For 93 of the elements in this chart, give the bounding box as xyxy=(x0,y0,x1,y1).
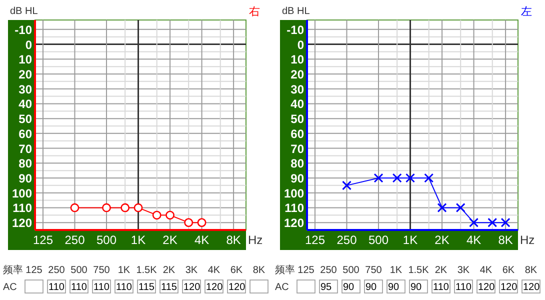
text: AC xyxy=(275,282,289,293)
y-tick-label: 90 xyxy=(18,172,32,186)
text: 6K xyxy=(230,265,243,276)
y-tick-label: 30 xyxy=(290,82,304,96)
x-tick-label: 4K xyxy=(466,233,482,247)
text: 1K xyxy=(390,265,402,276)
x-tick-label: 1K xyxy=(402,233,418,247)
x-tick-label: 2K xyxy=(162,233,178,247)
x-tick-label: 125 xyxy=(304,233,326,247)
text: 3K xyxy=(457,265,470,276)
text: 频率 xyxy=(275,264,295,276)
y-tick-label: 40 xyxy=(18,97,32,112)
y-tick-label: 80 xyxy=(290,156,304,171)
text: 120 xyxy=(478,282,496,293)
y-tick-label: 20 xyxy=(290,68,304,82)
y-tick-label: 110 xyxy=(284,201,304,216)
text: 2K xyxy=(162,265,176,276)
x-tick-label: 1K xyxy=(130,233,146,247)
x-tick-label: 2K xyxy=(434,233,450,247)
x-tick-label: 500 xyxy=(368,233,389,247)
text: 750 xyxy=(93,265,110,276)
y-tick-label: 10 xyxy=(18,52,32,67)
text: 1.5K xyxy=(408,265,430,276)
text: 90 xyxy=(410,282,422,293)
text: 500 xyxy=(342,265,360,276)
y-tick-label: 50 xyxy=(290,112,304,126)
text: 120 xyxy=(523,282,540,293)
text: 120 xyxy=(500,282,518,293)
y-axis-title: dB HL xyxy=(10,6,38,17)
y-tick-label: 30 xyxy=(18,82,32,96)
text: 125 xyxy=(298,265,315,276)
text: 90 xyxy=(366,282,378,293)
y-tick-label: 50 xyxy=(18,112,32,126)
x-axis-title: Hz xyxy=(520,233,535,247)
x-tick-label: 500 xyxy=(96,233,117,247)
y-tick-label: -10 xyxy=(286,22,304,37)
y-tick-label: 120 xyxy=(284,216,304,230)
y-tick-label: 10 xyxy=(290,52,304,67)
y-tick-label: 110 xyxy=(12,201,32,216)
y-tick-label: 70 xyxy=(290,142,304,156)
chart-title: 右 xyxy=(249,6,260,18)
text: 110 xyxy=(116,282,132,293)
y-tick-label: 100 xyxy=(284,186,304,200)
text: 1K xyxy=(118,265,130,276)
x-tick-label: 8K xyxy=(226,233,241,247)
text: 2K xyxy=(434,265,448,276)
text: 125 xyxy=(26,265,43,276)
y-tick-label: 100 xyxy=(12,186,32,200)
x-tick-label: 125 xyxy=(32,233,54,247)
text: 8K xyxy=(252,265,266,276)
text: 250 xyxy=(320,265,338,276)
text: 95 xyxy=(320,282,332,293)
text: 1.5K xyxy=(136,265,158,276)
x-tick-label: 4K xyxy=(194,233,210,247)
text: 250 xyxy=(48,265,66,276)
y-tick-label: 0 xyxy=(25,38,32,52)
text: 110 xyxy=(71,282,88,293)
y-tick-label: 60 xyxy=(290,126,304,141)
y-tick-label: 20 xyxy=(18,68,32,82)
text: 500 xyxy=(70,265,88,276)
y-axis-title: dB HL xyxy=(282,6,310,17)
y-tick-label: 80 xyxy=(18,156,32,171)
text: 750 xyxy=(365,265,382,276)
text: 110 xyxy=(456,282,472,293)
y-tick-label: 120 xyxy=(12,216,32,230)
x-axis-title: Hz xyxy=(248,233,263,247)
text: 6K xyxy=(502,265,515,276)
text: 115 xyxy=(161,282,178,293)
text: 90 xyxy=(388,282,400,293)
text: 120 xyxy=(228,282,246,293)
text: 8K xyxy=(524,265,538,276)
text: 115 xyxy=(138,282,155,293)
text: 110 xyxy=(94,282,110,293)
text: 110 xyxy=(433,282,450,293)
text: 3K xyxy=(185,265,198,276)
text: 4K xyxy=(208,265,220,276)
text: 90 xyxy=(343,282,355,293)
y-tick-label: 70 xyxy=(18,142,32,156)
text: 120 xyxy=(184,282,201,293)
text: 110 xyxy=(48,282,65,293)
y-tick-label: 40 xyxy=(290,97,304,112)
text: 4K xyxy=(480,265,492,276)
y-tick-label: 90 xyxy=(290,172,304,186)
x-tick-label: 250 xyxy=(336,233,358,247)
y-tick-label: 0 xyxy=(297,38,304,52)
text: 频率 xyxy=(3,264,23,276)
x-tick-label: 8K xyxy=(498,233,513,247)
text: 120 xyxy=(206,282,224,293)
chart-title: 左 xyxy=(521,6,532,18)
text: AC xyxy=(3,282,17,293)
y-tick-label: 60 xyxy=(18,126,32,141)
x-tick-label: 250 xyxy=(64,233,86,247)
y-tick-label: -10 xyxy=(14,22,32,37)
